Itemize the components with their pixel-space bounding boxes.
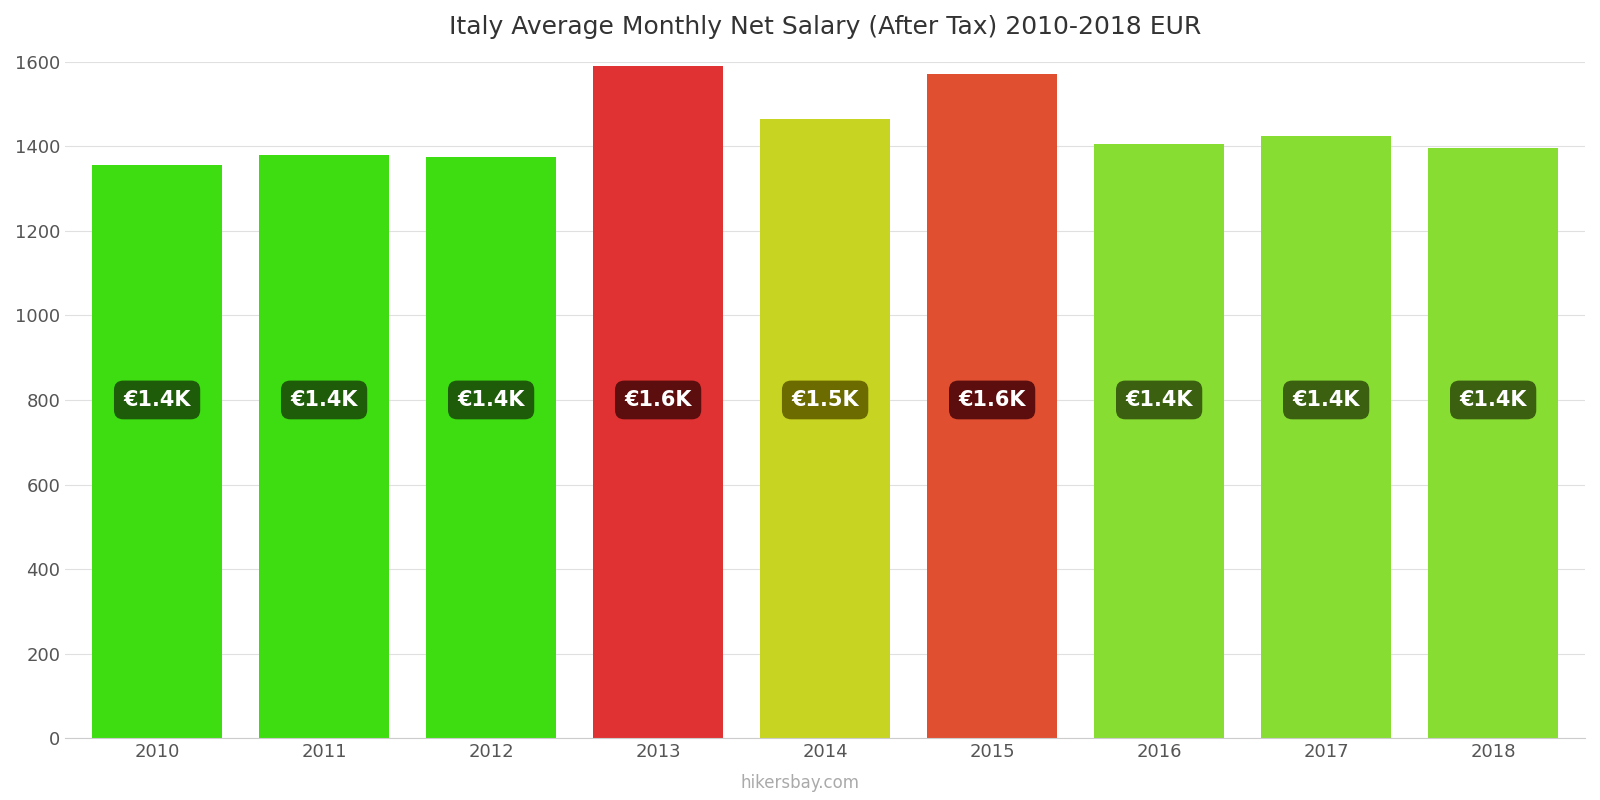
Text: €1.4K: €1.4K	[1459, 390, 1526, 410]
Bar	[594, 66, 723, 738]
Bar	[426, 157, 557, 738]
Text: €1.4K: €1.4K	[1293, 390, 1360, 410]
Text: €1.6K: €1.6K	[624, 390, 691, 410]
Text: hikersbay.com: hikersbay.com	[741, 774, 859, 792]
Text: €1.4K: €1.4K	[458, 390, 525, 410]
Text: €1.4K: €1.4K	[123, 390, 190, 410]
Title: Italy Average Monthly Net Salary (After Tax) 2010-2018 EUR: Italy Average Monthly Net Salary (After …	[450, 15, 1202, 39]
Text: €1.4K: €1.4K	[1125, 390, 1194, 410]
Text: €1.6K: €1.6K	[958, 390, 1026, 410]
Bar	[1429, 149, 1558, 738]
Bar	[259, 154, 389, 738]
Bar	[1094, 144, 1224, 738]
Bar	[1261, 136, 1392, 738]
Text: €1.4K: €1.4K	[290, 390, 358, 410]
Text: €1.5K: €1.5K	[792, 390, 859, 410]
Bar	[760, 119, 890, 738]
Bar	[926, 74, 1058, 738]
Bar	[91, 166, 222, 738]
